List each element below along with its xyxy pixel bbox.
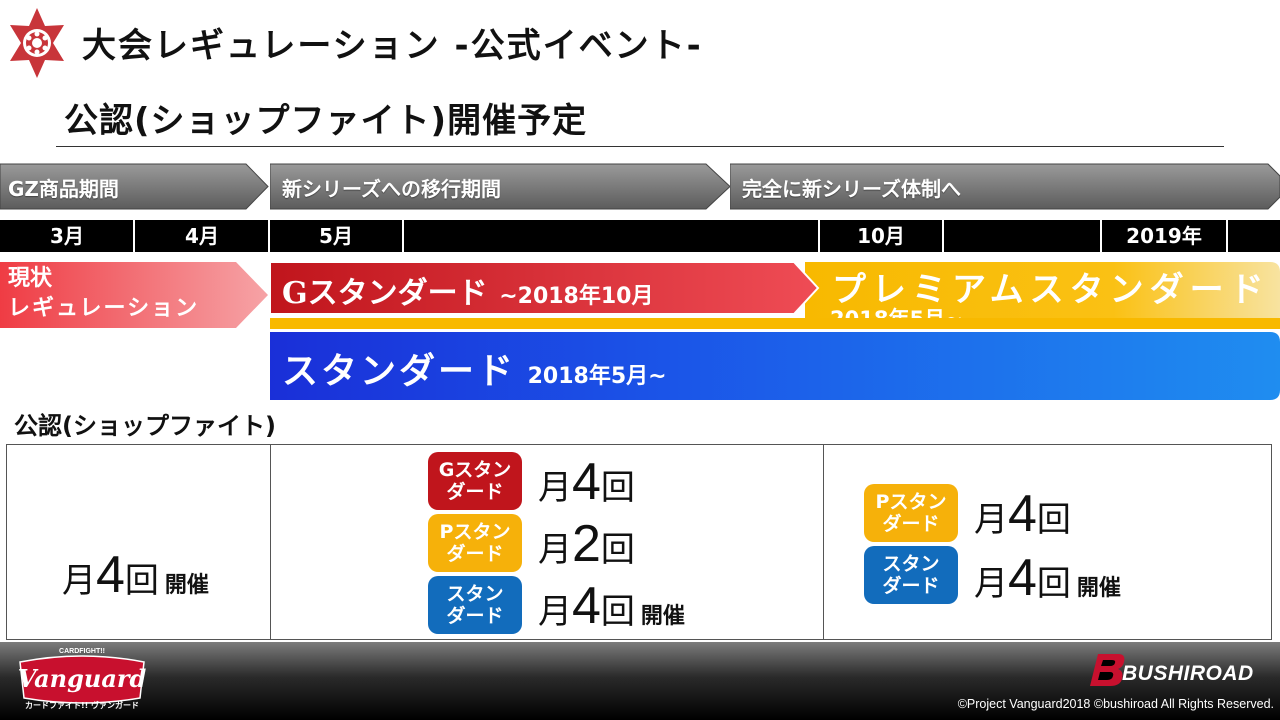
frequency-count: 4: [1008, 485, 1037, 543]
current-regulation-line1: 現状: [8, 266, 53, 291]
g-standard-frequency: 月4回: [538, 452, 635, 512]
page-subtitle: 公認(ショップファイト)開催予定: [64, 101, 588, 141]
month-may: 5月: [319, 224, 353, 248]
frequency-suffix: 回: [1036, 500, 1071, 540]
badge-line2: ダード: [446, 605, 504, 627]
frequency-prefix: 月: [974, 500, 1008, 540]
p-standard-frequency: 月4回: [974, 484, 1071, 544]
standard-frequency: 月4回 開催: [974, 548, 1121, 608]
vanguard-logo-top: CARDFIGHT!!: [59, 648, 105, 655]
standard-badge: スタン ダード: [864, 546, 958, 604]
frequency-count: 4: [1008, 549, 1037, 607]
copyright-text: ©Project Vanguard2018 ©bushiroad All Rig…: [957, 697, 1274, 711]
month-2019: 2019年: [1126, 224, 1202, 248]
g-standard-period: ~2018年10月: [499, 284, 654, 309]
frequency-count: 4: [572, 453, 601, 511]
subtitle-divider: [56, 146, 1224, 147]
bushiroad-wordmark: BUSHIROAD: [1122, 662, 1254, 685]
p-standard-badge: Pスタン ダード: [864, 484, 958, 542]
frequency-suffix: 回: [600, 592, 635, 632]
frequency-count: 4: [96, 546, 125, 604]
frequency-suffix: 回: [124, 561, 159, 601]
frequency-count: 4: [572, 577, 601, 635]
table-column-divider: [270, 444, 271, 640]
month-bar: [0, 220, 1280, 252]
table-column-divider: [823, 444, 824, 640]
premium-standard-bar: [805, 262, 1280, 326]
month-divider: [1226, 220, 1228, 252]
frequency-prefix: 月: [974, 564, 1008, 604]
bushiroad-logo-icon: BUSHIROAD: [1088, 652, 1263, 690]
month-divider: [818, 220, 820, 252]
month-divider: [1100, 220, 1102, 252]
current-regulation-line2: レギュレーション: [8, 296, 200, 321]
vanguard-logo-text: Vanguard: [17, 664, 147, 693]
frequency-suffix: 回: [600, 468, 635, 508]
period-label: 新シリーズへの移行期間: [282, 177, 501, 201]
month-divider: [402, 220, 404, 252]
month-mar: 3月: [50, 224, 84, 248]
p-standard-badge: Pスタン ダード: [428, 514, 522, 572]
schedule-table: [6, 444, 1272, 640]
frequency-prefix: 月: [62, 561, 96, 601]
g-standard-badge: Gスタン ダード: [428, 452, 522, 510]
badge-line2: ダード: [446, 481, 504, 503]
frequency-prefix: 月: [538, 530, 572, 570]
period-gz: GZ商品期間: [0, 163, 270, 210]
standard-bar: [270, 332, 1280, 400]
month-divider: [942, 220, 944, 252]
frequency-count: 2: [572, 515, 601, 573]
frequency-note: 開催: [640, 604, 685, 629]
badge-line1: Pスタン: [875, 491, 947, 513]
vanguard-logo-icon: CARDFIGHT!! Vanguard カードファイト!! ヴァンガード: [16, 648, 148, 714]
current-regulation-bar: [0, 262, 268, 328]
month-divider: [133, 220, 135, 252]
period-transition: 新シリーズへの移行期間: [270, 163, 732, 210]
month-oct: 10月: [857, 224, 905, 248]
frequency-suffix: 回: [1036, 564, 1071, 604]
standard-period: 2018年5月~: [527, 364, 667, 389]
frequency-suffix: 回: [600, 530, 635, 570]
standard-badge: スタン ダード: [428, 576, 522, 634]
badge-line2: ダード: [882, 513, 940, 535]
vanguard-logo-sub: カードファイト!! ヴァンガード: [24, 701, 140, 710]
month-divider: [268, 220, 270, 252]
slide-title: 大会レギュレーション -公式イベント-: [82, 26, 703, 66]
g-standard-label: Gスタンダード ~2018年10月: [282, 268, 653, 312]
logo-star-icon: [10, 8, 64, 78]
g-standard-name: Gスタンダード: [282, 276, 488, 311]
frequency-prefix: 月: [538, 592, 572, 632]
premium-standard-line: [270, 318, 1280, 329]
frequency-note: 開催: [164, 573, 209, 598]
footer: [0, 642, 1280, 720]
period-new-series: 完全に新シリーズ体制へ: [730, 163, 1280, 210]
standard-frequency: 月4回 開催: [538, 576, 685, 636]
g-standard-bar: [270, 262, 820, 314]
badge-line1: Gスタン: [438, 459, 512, 481]
frequency-prefix: 月: [538, 468, 572, 508]
badge-line2: ダード: [446, 543, 504, 565]
standard-label: スタンダード 2018年5月~: [282, 342, 667, 394]
badge-line2: ダード: [882, 575, 940, 597]
period-label: GZ商品期間: [8, 177, 119, 201]
p-standard-frequency: 月2回: [538, 514, 635, 574]
premium-standard-name: プレミアムスタンダード: [832, 270, 1270, 310]
current-regulation-label: 現状 レギュレーション: [8, 264, 199, 324]
month-apr: 4月: [185, 224, 219, 248]
badge-line1: Pスタン: [439, 521, 511, 543]
schedule-col1-frequency: 月4回 開催: [62, 545, 209, 605]
badge-line1: スタン: [882, 553, 940, 575]
frequency-note: 開催: [1076, 576, 1121, 601]
badge-line1: スタン: [446, 583, 504, 605]
standard-name: スタンダード: [282, 351, 517, 392]
section-label: 公認(ショップファイト): [14, 412, 276, 440]
period-label: 完全に新シリーズ体制へ: [742, 177, 961, 201]
